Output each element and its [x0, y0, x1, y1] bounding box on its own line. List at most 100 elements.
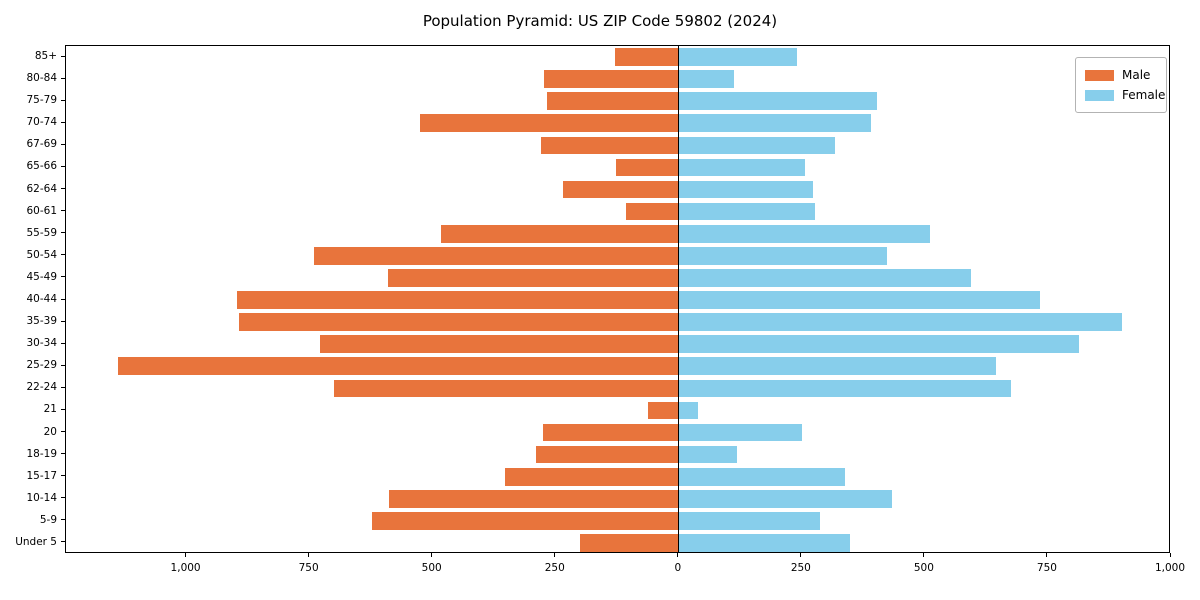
bar-female-40-44: [678, 291, 1040, 309]
bar-female-10-14: [678, 489, 892, 508]
ytick-mark: [61, 364, 65, 366]
ytick-label-45-49: 45-49: [26, 270, 57, 283]
legend-item-male: Male: [1085, 65, 1156, 85]
xtick-mark: [800, 553, 802, 557]
xtick-label-750: 750: [298, 562, 319, 574]
xtick-label-1,000: 1,000: [1154, 562, 1186, 574]
female-legend-label: Female: [1122, 88, 1166, 102]
ytick-mark: [61, 77, 65, 79]
xtick-label-250: 250: [544, 562, 565, 574]
male-legend-label: Male: [1122, 68, 1151, 82]
xtick-mark: [554, 553, 556, 557]
ytick-mark: [61, 431, 65, 433]
xtick-mark: [308, 553, 310, 557]
bar-male-70-74: [420, 114, 679, 133]
female-legend-swatch: [1085, 89, 1114, 101]
plot-area: [65, 45, 1170, 553]
xtick-mark: [431, 553, 433, 557]
ytick-mark: [61, 320, 65, 322]
bar-male-5-9: [372, 512, 679, 530]
ytick-label-30-34: 30-34: [26, 337, 57, 350]
ytick-mark: [61, 121, 65, 123]
bar-female-Under 5: [678, 534, 850, 552]
bar-male-10-14: [389, 489, 679, 508]
bar-female-5-9: [678, 512, 820, 530]
xtick-label-250: 250: [790, 562, 811, 574]
bar-female-55-59: [678, 224, 930, 243]
xtick-label-750: 750: [1036, 562, 1057, 574]
bar-female-75-79: [678, 92, 877, 111]
ytick-mark: [61, 298, 65, 300]
xtick-label-500: 500: [421, 562, 442, 574]
bar-female-60-61: [678, 202, 816, 221]
bar-female-30-34: [678, 335, 1079, 353]
ytick-mark: [61, 497, 65, 499]
bar-female-20: [678, 423, 802, 442]
bar-female-25-29: [678, 357, 996, 376]
ytick-label-65-66: 65-66: [26, 160, 57, 173]
legend: Male Female: [1075, 57, 1167, 113]
bar-male-67-69: [540, 136, 679, 155]
ytick-label-75-79: 75-79: [26, 94, 57, 107]
ytick-label-20: 20: [43, 425, 57, 438]
bar-male-18-19: [536, 445, 679, 464]
ytick-label-10-14: 10-14: [26, 491, 57, 504]
xtick-mark: [1046, 553, 1048, 557]
ytick-label-62-64: 62-64: [26, 182, 57, 195]
bar-female-15-17: [678, 467, 845, 486]
ytick-label-60-61: 60-61: [26, 204, 57, 217]
xtick-label-1,000: 1,000: [170, 562, 201, 574]
ytick-mark: [61, 188, 65, 190]
bar-male-62-64: [562, 180, 679, 199]
bar-female-45-49: [678, 269, 971, 287]
bar-male-60-61: [626, 202, 679, 221]
bar-male-22-24: [334, 379, 679, 398]
bar-male-30-34: [320, 335, 679, 353]
ytick-mark: [61, 408, 65, 410]
ytick-mark: [61, 143, 65, 145]
ytick-mark: [61, 453, 65, 455]
bar-male-55-59: [441, 224, 679, 243]
ytick-mark: [61, 475, 65, 477]
bar-female-85+: [678, 48, 798, 66]
bar-male-85+: [614, 48, 679, 66]
bar-female-18-19: [678, 445, 737, 464]
ytick-mark: [61, 519, 65, 521]
bar-male-45-49: [388, 269, 679, 287]
bar-female-67-69: [678, 136, 836, 155]
ytick-label-35-39: 35-39: [26, 315, 57, 328]
bar-female-35-39: [678, 313, 1123, 331]
ytick-label-18-19: 18-19: [26, 447, 57, 460]
bar-male-20: [543, 423, 679, 442]
xtick-label-500: 500: [913, 562, 934, 574]
ytick-mark: [61, 210, 65, 212]
chart-title: Population Pyramid: US ZIP Code 59802 (2…: [422, 12, 778, 30]
zero-axis-line: [678, 46, 680, 552]
bar-female-70-74: [678, 114, 872, 133]
ytick-mark: [61, 342, 65, 344]
bar-female-22-24: [678, 379, 1011, 398]
ytick-label-21: 21: [43, 403, 57, 416]
ytick-label-70-74: 70-74: [26, 116, 57, 129]
ytick-label-15-17: 15-17: [26, 469, 57, 482]
bar-male-Under 5: [579, 534, 679, 552]
bar-male-80-84: [544, 70, 679, 88]
ytick-mark: [61, 55, 65, 57]
xtick-label-0: 0: [674, 562, 682, 574]
bar-male-15-17: [505, 467, 679, 486]
ytick-mark: [61, 232, 65, 234]
bar-male-21: [648, 401, 679, 420]
ytick-label-67-69: 67-69: [26, 138, 57, 151]
bar-male-50-54: [314, 246, 679, 265]
bar-female-65-66: [678, 158, 806, 177]
ytick-label-50-54: 50-54: [26, 248, 57, 261]
ytick-label-22-24: 22-24: [26, 381, 57, 394]
bar-male-75-79: [546, 92, 679, 111]
xtick-mark: [923, 553, 925, 557]
ytick-label-5-9: 5-9: [39, 513, 57, 526]
bar-male-40-44: [237, 291, 679, 309]
xtick-mark: [185, 553, 187, 557]
bar-female-62-64: [678, 180, 813, 199]
ytick-label-25-29: 25-29: [26, 359, 57, 372]
